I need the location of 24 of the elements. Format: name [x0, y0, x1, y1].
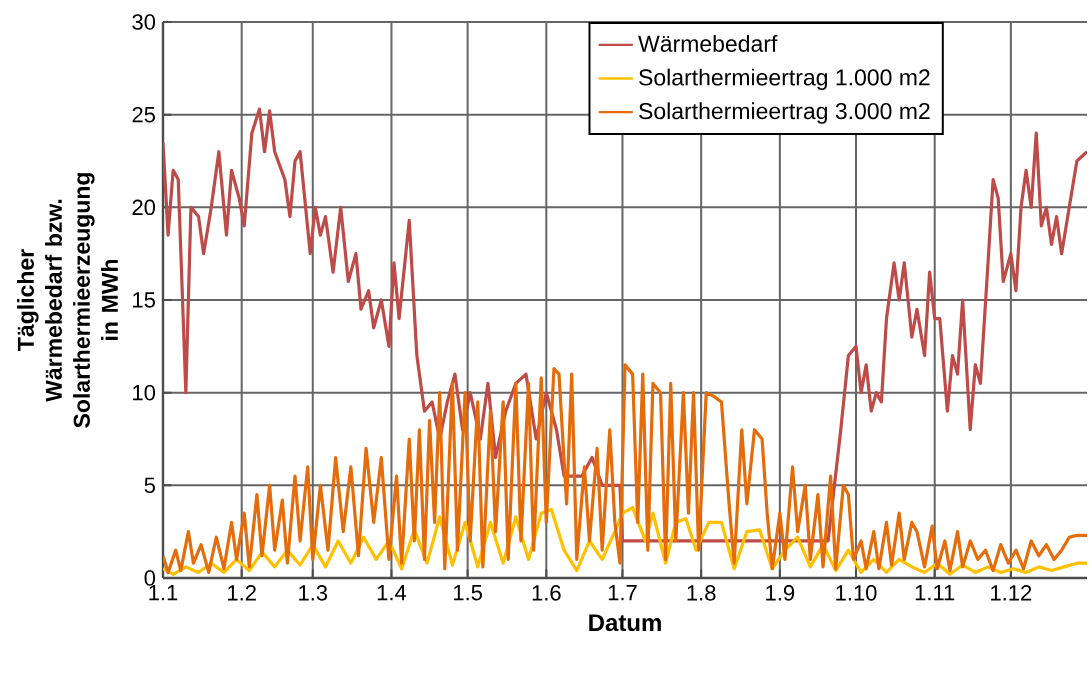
- legend-label: Solarthermieertrag 1.000 m2: [639, 68, 930, 91]
- y-tick-label: 10: [133, 384, 156, 401]
- y-tick-label: 0: [144, 570, 156, 586]
- y-tick-label: 25: [132, 106, 155, 123]
- y-tick-label: 30: [132, 14, 156, 30]
- y-tick-label: 15: [133, 292, 155, 308]
- x-tick-label: 1.8: [687, 585, 716, 601]
- x-tick-label: 1.5: [453, 585, 482, 601]
- x-tick-label: 1.12: [991, 585, 1032, 601]
- x-tick-label: 1.2: [228, 585, 256, 601]
- x-tick-label: 1.10: [836, 585, 877, 601]
- y-tick-label: 20: [132, 199, 156, 216]
- x-tick-label: 1.1: [149, 585, 178, 601]
- x-tick-label: 1.6: [532, 585, 561, 601]
- legend-label: Wärmebedarf: [638, 35, 778, 52]
- x-tick-label: 1.11: [915, 585, 955, 601]
- x-axis-title: Datum: [589, 614, 661, 632]
- x-tick-label: 1.7: [608, 585, 637, 601]
- y-tick-label: 5: [144, 477, 155, 494]
- legend-label: Solarthermieertrag 3.000 m2: [639, 102, 930, 124]
- y-axis-title: Täglicher Wärmebedarf bzw. Solarthermieerzeugung in MWh: [17, 173, 118, 428]
- x-tick-label: 1.4: [377, 585, 407, 601]
- x-tick-label: 1.9: [766, 585, 795, 601]
- x-tick-label: 1.3: [299, 585, 328, 601]
